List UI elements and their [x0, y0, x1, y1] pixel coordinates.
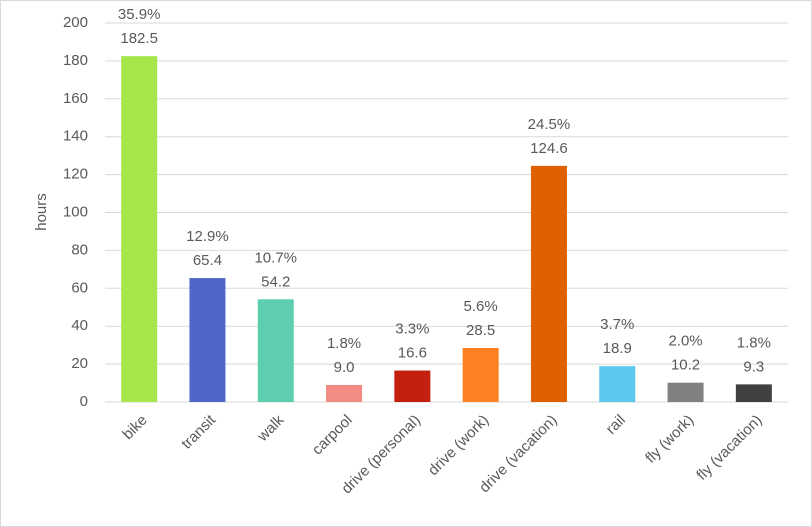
- percent-label: 2.0%: [668, 333, 702, 350]
- percent-label: 35.9%: [118, 6, 161, 23]
- value-label: 9.0: [334, 359, 355, 376]
- value-label: 10.2: [671, 357, 700, 374]
- y-tick-label: 40: [71, 317, 88, 334]
- y-tick-label: 20: [71, 355, 88, 372]
- y-tick-label: 180: [63, 52, 88, 69]
- bar: [394, 370, 431, 402]
- value-label: 182.5: [120, 30, 158, 47]
- percent-label: 12.9%: [186, 228, 229, 245]
- y-tick-label: 0: [80, 393, 88, 410]
- percent-label: 10.7%: [254, 249, 297, 266]
- value-label: 18.9: [603, 340, 632, 357]
- percent-label: 1.8%: [327, 335, 361, 352]
- value-label: 65.4: [193, 252, 222, 269]
- bar: [189, 278, 226, 402]
- y-tick-label: 160: [63, 90, 88, 107]
- bar: [530, 165, 567, 402]
- value-label: 16.6: [398, 345, 427, 362]
- y-tick-label: 80: [71, 241, 88, 258]
- value-label: 9.3: [743, 358, 764, 375]
- percent-label: 5.6%: [464, 298, 498, 315]
- bar: [667, 382, 704, 402]
- percent-label: 24.5%: [528, 116, 571, 133]
- y-tick-label: 200: [63, 14, 88, 31]
- y-tick-label: 100: [63, 203, 88, 220]
- bar: [599, 366, 636, 402]
- bar: [257, 299, 294, 402]
- bar: [462, 347, 499, 402]
- y-tick-label: 120: [63, 166, 88, 183]
- y-tick-label: 140: [63, 128, 88, 145]
- bar: [735, 384, 772, 402]
- percent-label: 3.7%: [600, 316, 634, 333]
- percent-label: 1.8%: [737, 334, 771, 351]
- value-label: 54.2: [261, 273, 290, 290]
- value-label: 28.5: [466, 322, 495, 339]
- bar: [121, 56, 158, 402]
- value-label: 124.6: [530, 140, 568, 157]
- y-axis-label: hours: [33, 193, 50, 231]
- y-tick-label: 60: [71, 279, 88, 296]
- bar: [326, 384, 363, 402]
- percent-label: 3.3%: [395, 321, 429, 338]
